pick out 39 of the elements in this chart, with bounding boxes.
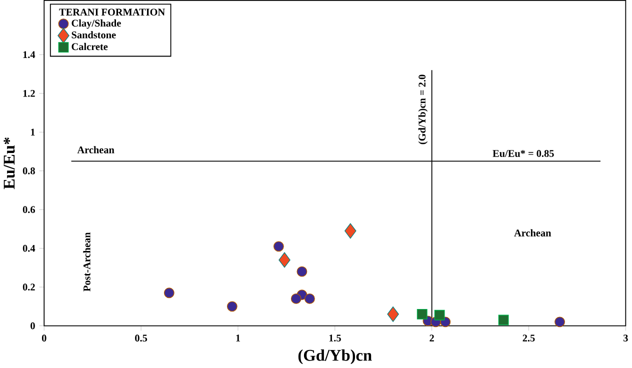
legend-title: TERANI FORMATION [59, 8, 165, 16]
point [226, 301, 238, 312]
point [434, 310, 445, 320]
legend-label: Sandstone [72, 31, 116, 38]
annotation: Archean [77, 146, 114, 154]
point [416, 309, 428, 320]
x-tick-label: 0.5 [135, 334, 148, 342]
y-axis-title: Eu/Eu* [4, 138, 15, 190]
x-axis-title: (Gd/Yb)cn [298, 349, 372, 364]
point [278, 252, 290, 268]
y-tick-label: 0.6 [22, 206, 35, 214]
ref-line-label: (Gd/Yb)cn = 2.0 [418, 74, 428, 144]
annotation: Archean [514, 229, 552, 236]
point [344, 223, 356, 239]
x-tick-label: 0 [42, 334, 46, 342]
x-tick-label: 1.5 [329, 334, 341, 342]
y-tick-label: 1 [31, 128, 35, 136]
x-tick-label: 2 [430, 334, 434, 342]
point [498, 314, 509, 326]
annotation: Post-Archean [83, 232, 90, 292]
point [273, 241, 284, 252]
legend-label: Clay/Shade [72, 19, 121, 29]
point [290, 294, 302, 304]
y-tick-label: 1.4 [23, 51, 36, 58]
legend-label: Calcrete [72, 42, 108, 50]
y-tick-label: 0.4 [22, 244, 36, 252]
x-tick-label: 2.5 [522, 334, 535, 342]
point [296, 266, 308, 277]
point [387, 306, 399, 322]
y-tick-label: 0.2 [22, 284, 35, 291]
point [164, 288, 174, 298]
y-tick-label: 0.8 [22, 167, 35, 174]
x-tick-label: 3 [624, 334, 628, 342]
y-tick-label: 1.2 [23, 90, 35, 97]
point [554, 316, 565, 328]
y-tick-label: 0 [30, 322, 35, 330]
x-tick-label: 1 [236, 334, 240, 342]
ref-line-label: Eu/Eu* = 0.85 [492, 150, 554, 157]
point [304, 294, 315, 304]
